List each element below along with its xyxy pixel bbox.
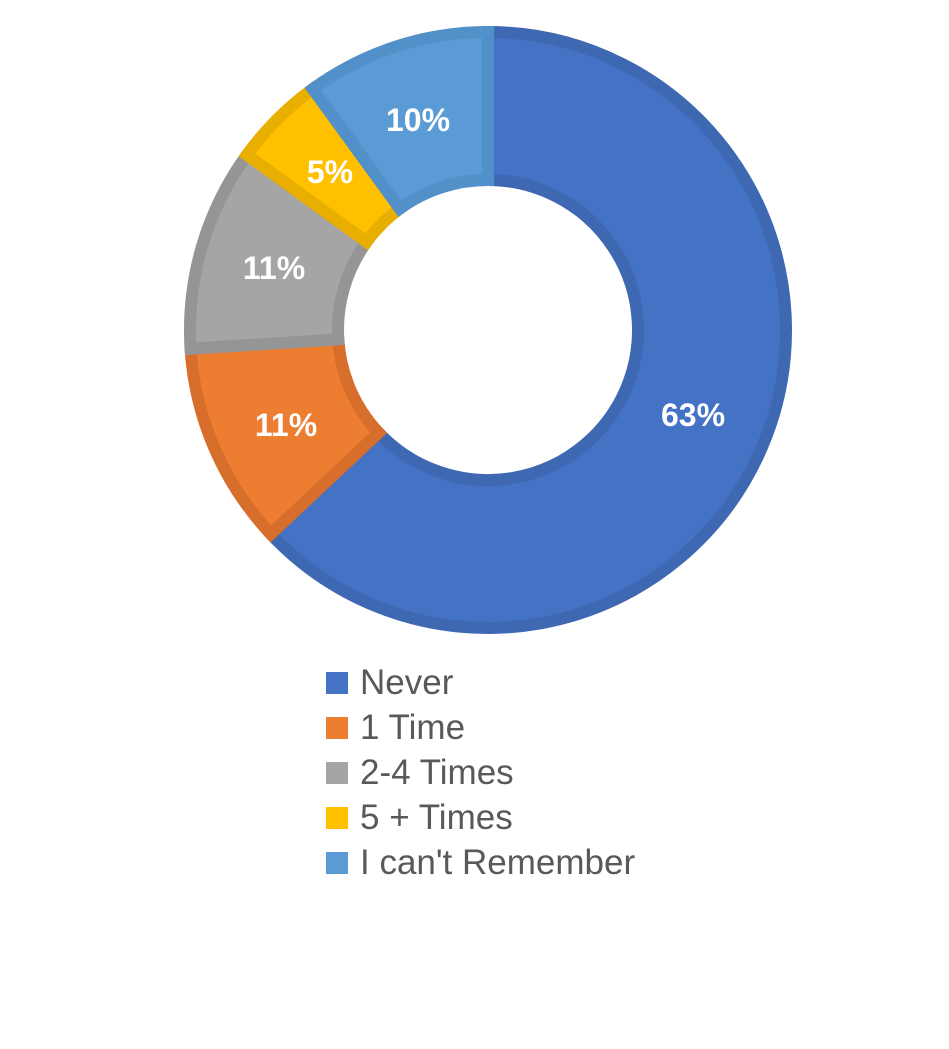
slice-never [262, 25, 792, 634]
legend-label: Never [360, 662, 454, 702]
data-label: 63% [661, 397, 725, 433]
slice-i-can-t-remember [304, 25, 494, 218]
legend-label: 5 + Times [360, 797, 513, 837]
legend-item: 1 Time [326, 705, 635, 750]
legend-swatch [326, 851, 348, 874]
data-label: 11% [255, 407, 317, 443]
legend-item: I can't Remember [326, 840, 635, 885]
legend-label: 2-4 Times [360, 752, 514, 792]
legend-item: Never [326, 660, 635, 705]
data-label: 11% [243, 250, 305, 286]
data-label: 10% [386, 102, 450, 138]
data-label: 5% [307, 154, 353, 190]
legend-swatch [326, 806, 348, 829]
chart-legend: Never 1 Time 2-4 Times 5 + Times I can't Rem… [326, 660, 635, 885]
chart-slices [184, 25, 792, 634]
legend-label: I can't Remember [360, 842, 636, 882]
doughnut-chart: 63% 11% 11% 5% 10% [184, 25, 792, 634]
legend-label: 1 Time [360, 707, 466, 747]
legend-item: 2-4 Times [326, 750, 635, 795]
legend-swatch [326, 671, 348, 694]
legend-swatch [326, 716, 348, 739]
legend-item: 5 + Times [326, 795, 635, 840]
chart-data-labels: 63% 11% 11% 5% 10% [243, 102, 725, 443]
legend-swatch [326, 761, 348, 784]
